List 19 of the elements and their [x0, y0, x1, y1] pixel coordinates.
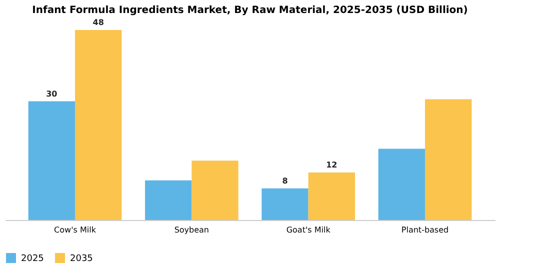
bar — [378, 148, 425, 220]
legend-label: 2025 — [21, 254, 44, 264]
bar — [262, 188, 308, 220]
legend-label: 2035 — [70, 254, 93, 264]
chart-title: Infant Formula Ingredients Market, By Raw Material, 2025-2035 (USD Billion) — [32, 5, 468, 16]
data-label: 12 — [326, 160, 338, 170]
x-tick-label: Soybean — [174, 226, 210, 234]
x-tick-label: Cow's Milk — [54, 226, 96, 234]
data-label: 30 — [46, 89, 58, 98]
bar — [192, 160, 238, 220]
bar — [308, 172, 355, 220]
data-label: 48 — [92, 18, 104, 27]
bar — [28, 101, 75, 220]
x-tick-label: Plant-based — [401, 226, 449, 234]
bar — [425, 99, 472, 220]
bar — [75, 30, 122, 220]
x-tick-label: Goat's Milk — [286, 226, 331, 234]
data-label: 8 — [282, 176, 288, 186]
bar — [145, 180, 192, 220]
